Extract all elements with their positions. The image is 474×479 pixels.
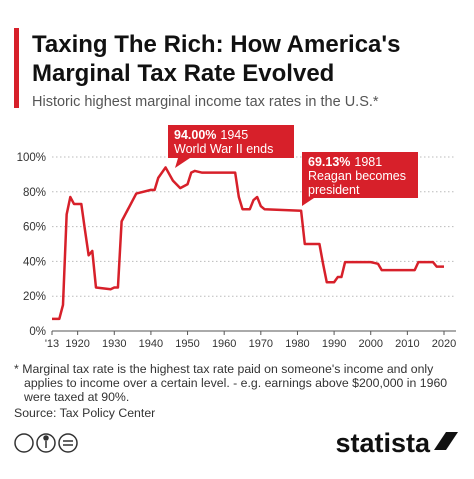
annotation-text: president — [308, 183, 360, 197]
x-tick-label: 1970 — [249, 338, 273, 350]
footnote: were taxed at 90%. — [23, 390, 129, 404]
line — [52, 166, 444, 321]
x-tick-label: 1920 — [65, 338, 89, 350]
brand-icon — [434, 432, 458, 450]
license-icons — [14, 433, 78, 453]
x-tick-label: 1990 — [322, 338, 346, 350]
annotation-text: 94.00% 1945 — [174, 128, 248, 142]
x-tick-label: 1950 — [175, 338, 199, 350]
x-tick-label: 1980 — [285, 338, 309, 350]
x-tick-label: '13 — [45, 338, 59, 350]
annotation-pointer — [175, 158, 190, 168]
annotation-text: Reagan becomes — [308, 169, 406, 183]
chart-title: Marginal Tax Rate Evolved — [32, 60, 334, 87]
y-tick-label: 40% — [23, 256, 46, 268]
footnote: * Marginal tax rate is the highest tax r… — [14, 362, 434, 376]
y-tick-label: 60% — [23, 222, 46, 234]
annotation-text: World War II ends — [174, 142, 273, 156]
plot: 0% 20% 40% 60% 80% 100% '13 1920 1930 1940 1950 196… — [17, 125, 456, 350]
x-tick-label: 2000 — [358, 338, 382, 350]
x-tick-label: 2020 — [432, 338, 456, 350]
annotation-year: 1981 — [354, 155, 382, 169]
source: Source: Tax Policy Center — [14, 406, 155, 420]
annotation-pointer — [302, 192, 314, 206]
x-tick-label: 1960 — [212, 338, 236, 350]
title-accent — [14, 28, 19, 108]
annotation-text: 69.13% 1981 — [308, 155, 382, 169]
y-tick-label: 100% — [17, 152, 46, 164]
footnote: applies to income over a certain level. … — [24, 376, 447, 390]
y-tick-label: 0% — [29, 326, 46, 338]
annotation-box — [168, 125, 294, 158]
chart-title: Taxing The Rich: How America's — [32, 31, 400, 58]
y-tick-label: 20% — [23, 291, 46, 303]
annotation-value: 69.13% — [308, 155, 350, 169]
x-tick-label: 1940 — [139, 338, 163, 350]
brand-logo: statista — [335, 428, 431, 458]
annotation-box — [302, 152, 418, 198]
x-tick-label: 2010 — [395, 338, 419, 350]
chart-subtitle: Historic highest marginal income tax rat… — [32, 94, 379, 110]
annotation-year: 1945 — [220, 128, 248, 142]
y-tick-label: 80% — [23, 187, 46, 199]
annotation-value: 94.00% — [174, 128, 216, 142]
x-tick-label: 1930 — [102, 338, 126, 350]
